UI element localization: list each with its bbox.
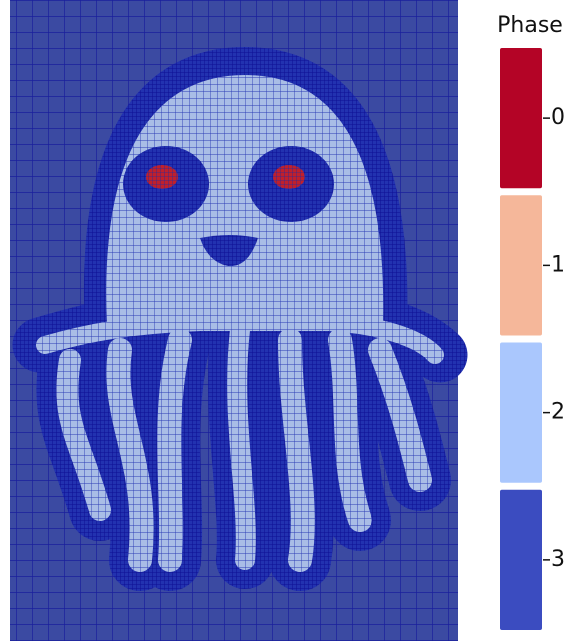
legend-swatch (500, 48, 542, 189)
legend-title: Phase (497, 13, 563, 38)
legend-label: 0 (551, 105, 565, 130)
legend-swatch (500, 489, 542, 630)
legend-label: 1 (551, 252, 565, 277)
legend-swatch (500, 195, 542, 336)
jellyfish-face (123, 146, 334, 267)
legend-label: 3 (551, 547, 565, 572)
legend-swatch (500, 342, 542, 483)
jellyfish-body (36, 75, 444, 572)
legend-label: 2 (551, 400, 565, 425)
